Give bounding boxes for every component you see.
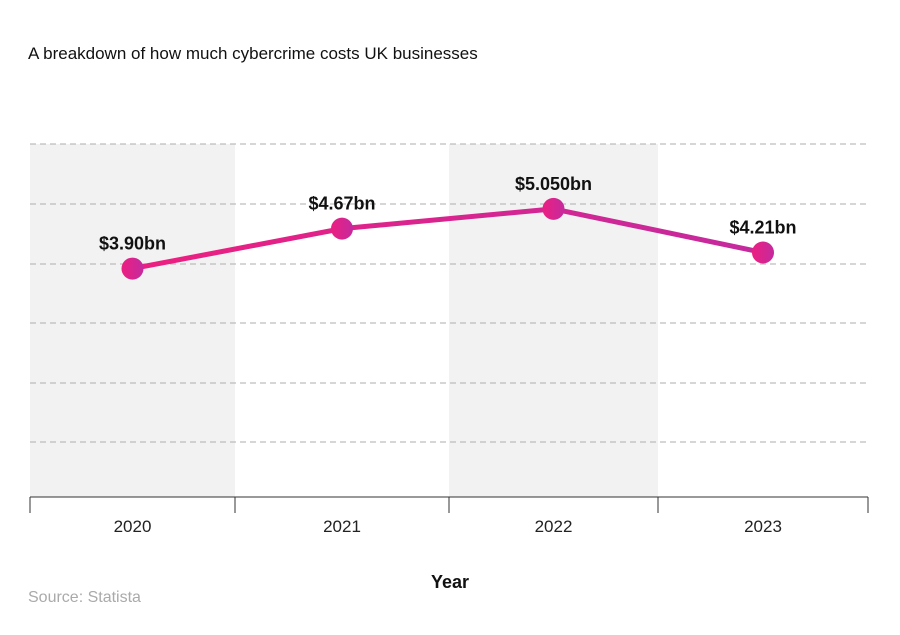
chart-title: A breakdown of how much cybercrime costs…	[28, 44, 478, 63]
data-point-2023	[752, 241, 774, 264]
source-note: Source: Statista	[28, 589, 141, 606]
data-label-2020: $3.90bn	[99, 234, 166, 254]
data-point-2022	[542, 197, 565, 220]
x-tick-label: 2020	[114, 517, 152, 536]
data-label-2021: $4.67bn	[308, 194, 375, 214]
x-tick-label: 2022	[535, 517, 573, 536]
data-point-2021	[331, 217, 353, 240]
x-tick-label: 2021	[323, 517, 361, 536]
data-point-2020	[121, 257, 144, 280]
data-label-2023: $4.21bn	[729, 217, 796, 237]
series-line	[132, 206, 764, 272]
data-label-2022: $5.050bn	[515, 174, 592, 194]
x-axis-title: Year	[431, 572, 469, 592]
x-tick-label: 2023	[744, 517, 782, 536]
band-2022	[449, 144, 658, 497]
band-2020	[30, 144, 235, 497]
